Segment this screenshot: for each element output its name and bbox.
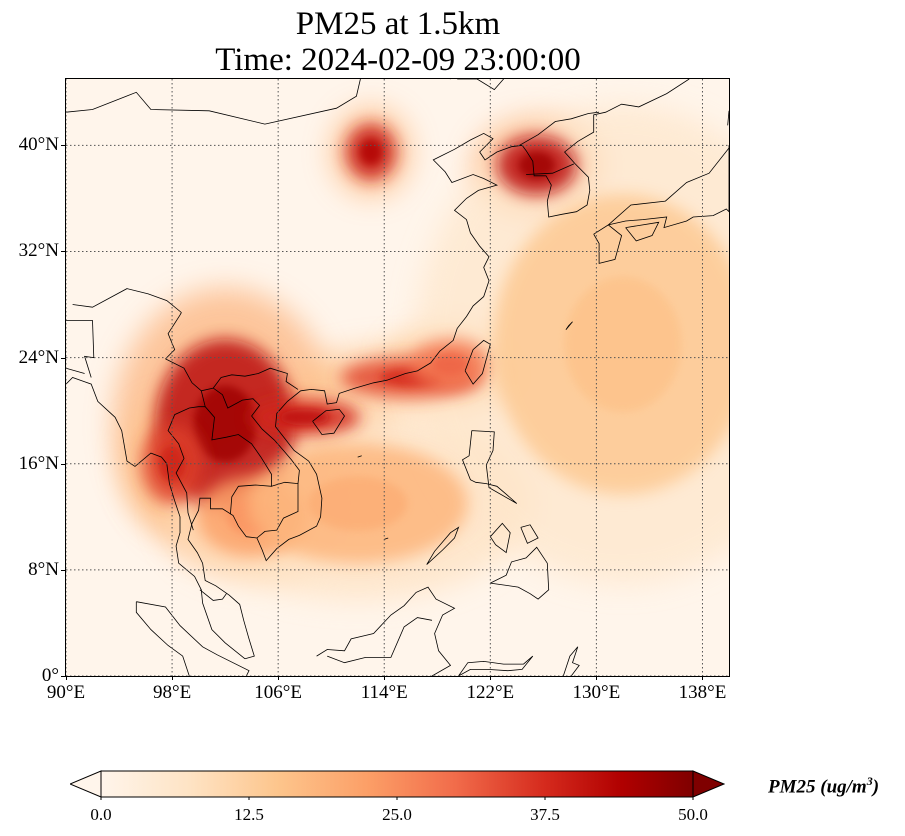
coastline-segment [458,655,534,676]
pm25-hotspot-core [518,151,555,179]
pm25-hotspot-core [564,276,682,412]
coastline-segment [608,145,729,229]
coastline-segment [312,408,345,435]
coastline-segment [256,483,299,539]
coastline-segment [167,390,206,531]
colorbar-tick-label: 25.0 [382,805,412,824]
colorbar-tick-label: 50.0 [678,805,708,824]
coastline-segment [135,601,190,676]
pm25-map [66,79,729,676]
coastline-segment [165,312,182,360]
colorbar-label: PM25 (ug/m [768,776,867,798]
lon-tick-mark [172,676,174,680]
coastline-segment [520,524,539,544]
coastline-segment [66,320,95,378]
lon-tick-label: 138°E [678,682,727,703]
colorbar-extend-max [692,770,725,798]
coastline-segment [199,589,227,601]
coastline-segment [66,367,85,374]
lat-tick-mark [61,251,65,253]
coastline-segment [66,79,361,125]
lat-tick-label: 40°N [18,134,59,156]
coastline-segment [727,110,729,126]
lon-tick-mark [278,676,280,680]
lon-tick-mark [384,676,386,680]
lat-tick-mark [61,145,65,147]
coastline-segment [66,377,246,660]
coastline-segment [136,601,250,676]
coastline-segment [72,288,182,313]
lon-tick-label: 106°E [254,682,303,703]
lat-tick-label: 32°N [18,240,59,262]
coastline-segment [187,79,690,660]
coastline-segment [489,522,511,554]
lon-tick-label: 98°E [152,682,192,703]
lat-tick-mark [61,569,65,571]
colorbar-tick-label: 0.0 [90,805,112,824]
coastline-segment [316,586,456,676]
lat-tick-label: 16°N [18,452,59,474]
pm25-hotspot-core [359,139,383,165]
map-title-line1: PM25 at 1.5km [295,6,501,42]
gridlines [66,79,729,676]
map-title-line2: Time: 2024-02-09 23:00:00 [215,42,581,78]
colorbar-body [100,770,694,798]
colorbar-title: PM25 (ug/m3) [768,774,879,798]
lon-tick-label: 130°E [572,682,621,703]
coastline-segment [562,646,580,676]
coastline-segment [462,430,518,504]
coastline-segment [625,221,660,242]
lat-tick-label: 8°N [28,558,59,580]
lon-tick-mark [66,676,67,680]
pm25-hotspot-core [432,352,469,376]
map-panel [65,78,730,677]
lat-tick-mark [61,676,65,677]
lon-tick-mark [490,676,492,680]
pm25-hotspot-core [308,476,408,531]
coastline-segment [565,321,573,330]
colorbar-label-close: ) [872,776,880,798]
lat-tick-mark [61,357,65,359]
lon-tick-mark [596,676,598,680]
lon-tick-label: 114°E [360,682,408,703]
coastline-segment [384,537,389,540]
colorbar-tick-label: 37.5 [530,805,560,824]
colorbar-tick-label: 12.5 [234,805,264,824]
coastline-segment [526,163,575,175]
coastline-segment [519,111,600,146]
colorbar-extend-min [70,770,102,798]
coastline-segment [357,455,362,458]
lat-tick-label: 0° [41,665,59,686]
coastline-segment [165,358,299,392]
colorbar [70,770,725,800]
coastlines [66,79,729,676]
lat-tick-label: 24°N [18,346,59,368]
pm25-concentration-field [113,104,729,600]
coastline-segment [457,79,504,91]
lat-tick-mark [61,463,65,465]
lon-tick-label: 122°E [466,682,515,703]
colorbar-label-superscript: 3 [866,774,873,788]
lon-tick-mark [702,676,704,680]
lon-tick-label: 90°E [46,682,86,703]
coastline-segment [212,387,300,487]
pm25-hotspot-core [279,409,330,426]
coastline-segment [204,406,272,515]
coastline-segment [327,617,433,664]
pm25-hotspot-core [193,385,257,463]
coastline-segment [490,546,550,600]
coastline-segment [426,526,460,565]
